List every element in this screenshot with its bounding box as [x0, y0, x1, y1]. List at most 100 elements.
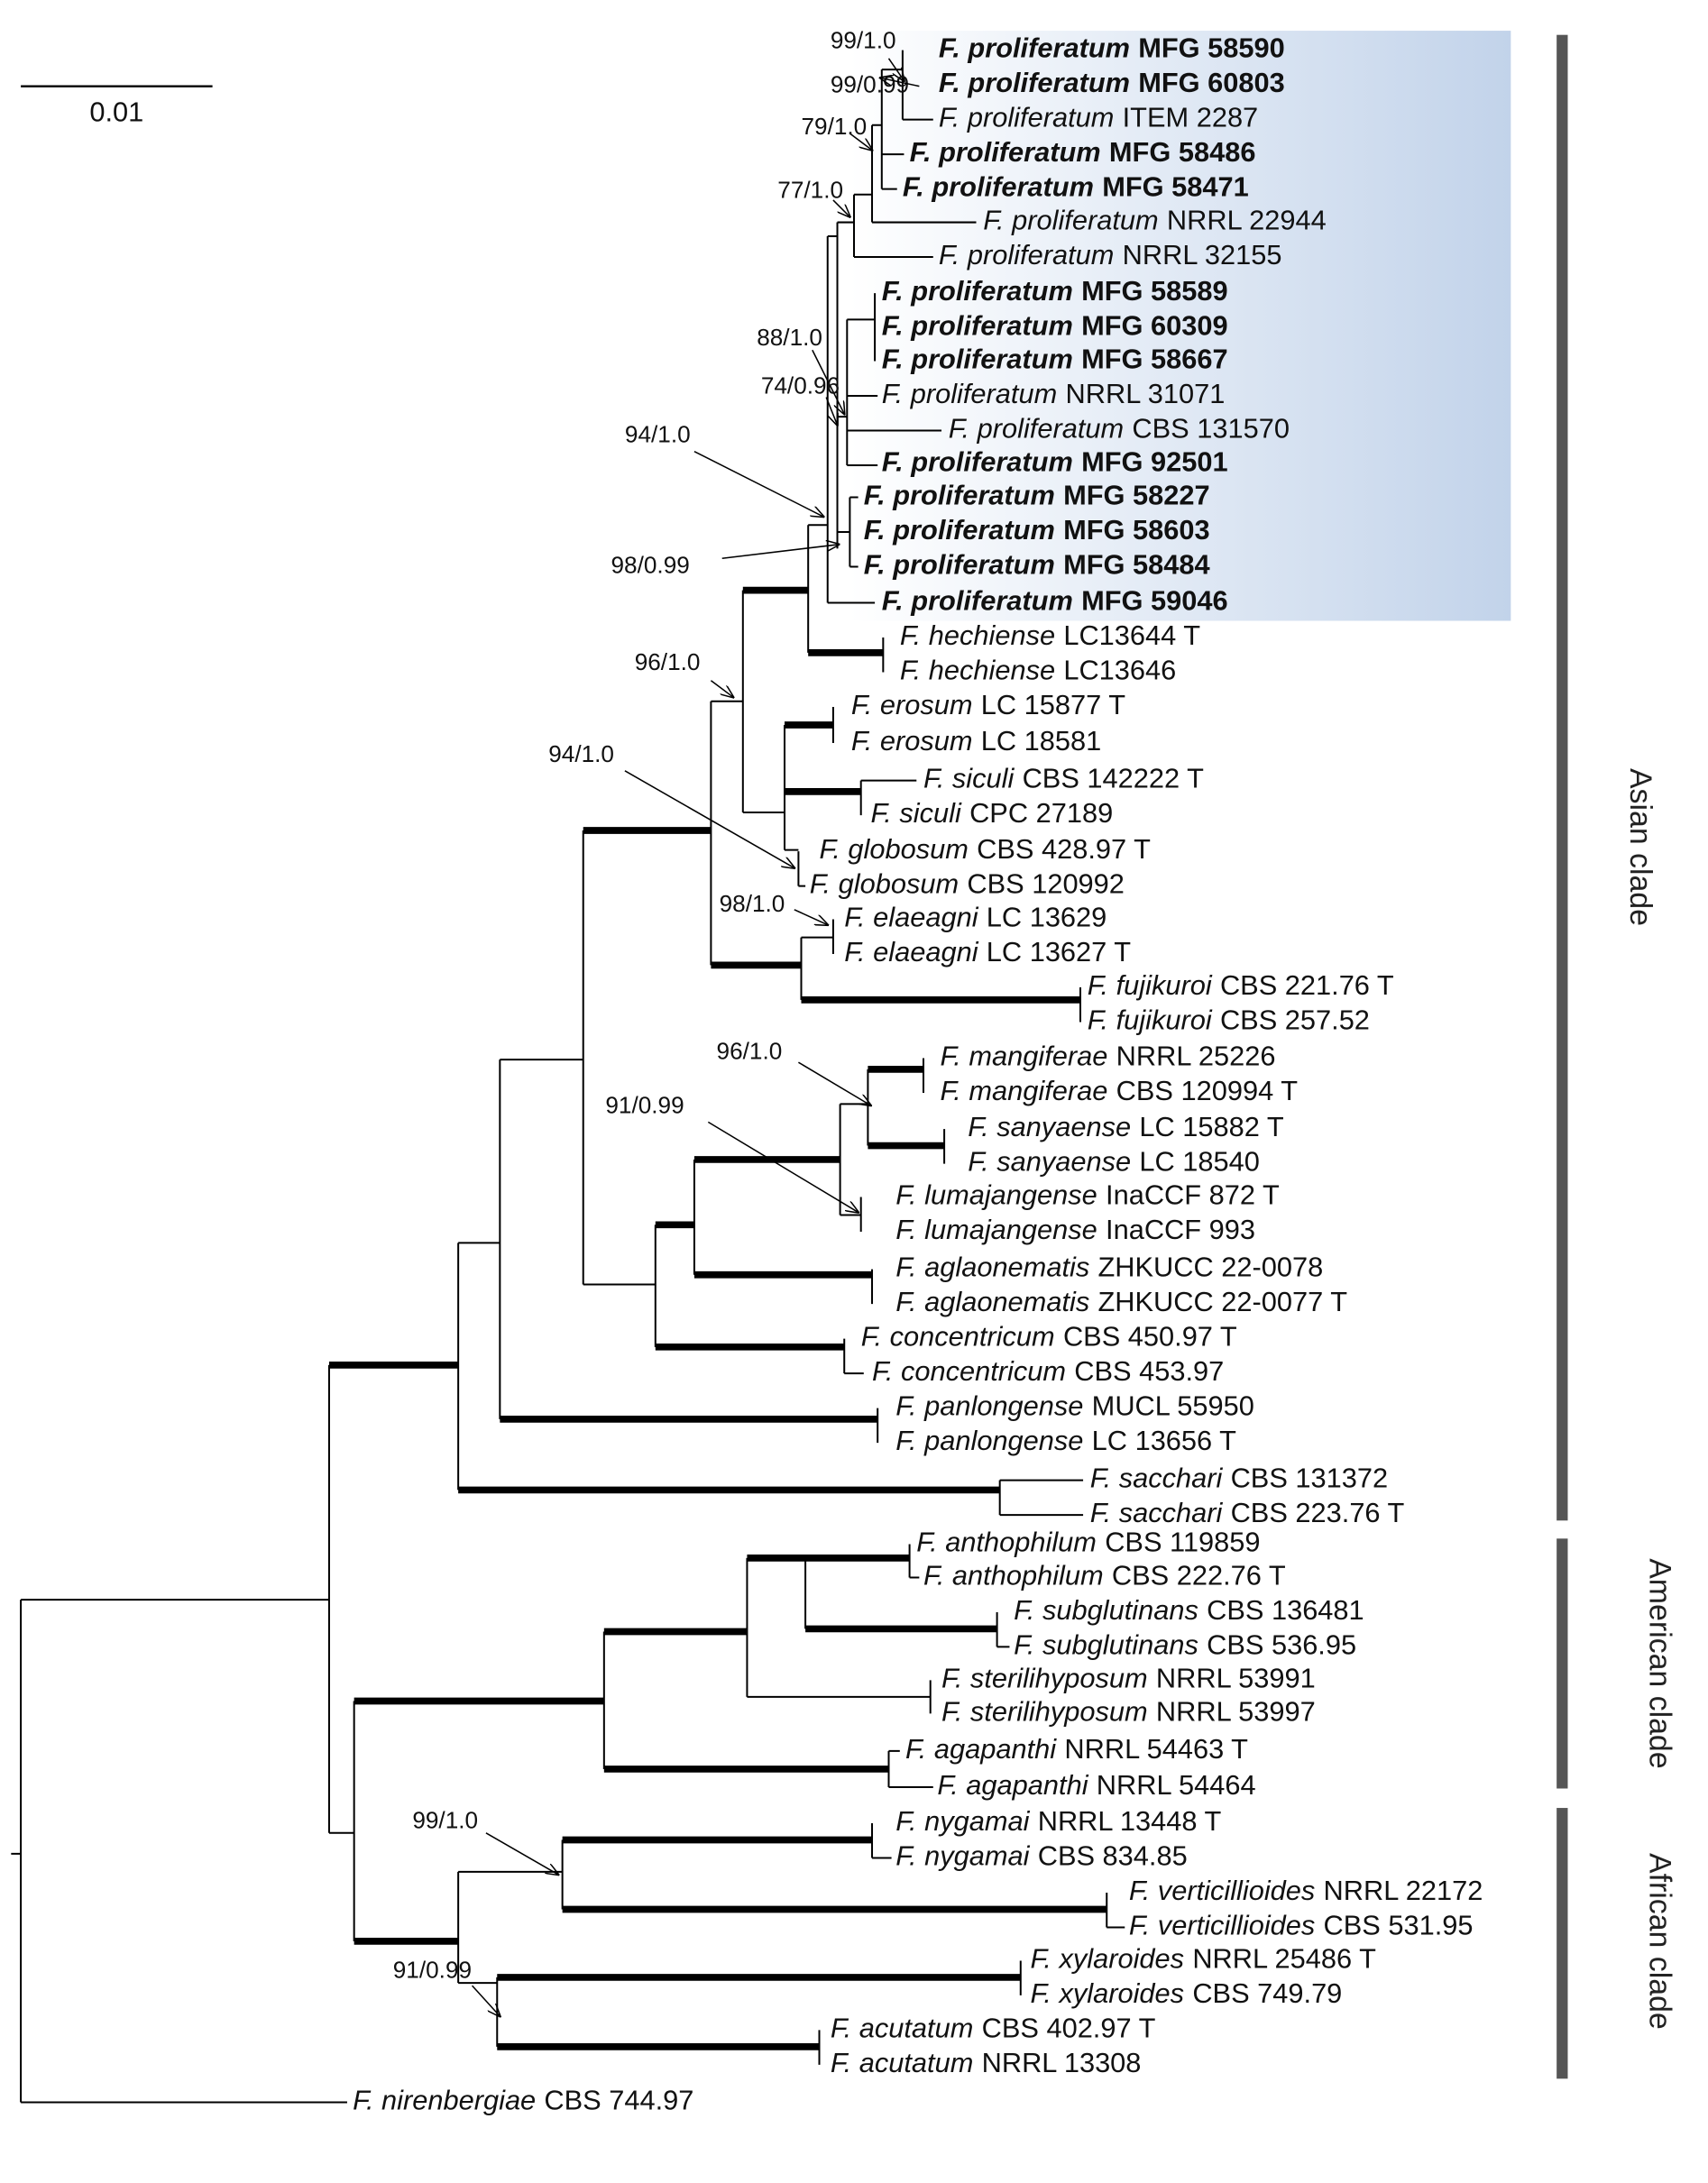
- species-name: F. proliferatum: [903, 171, 1094, 203]
- support-value: 74/0.96: [761, 372, 840, 399]
- strain-id: MFG 58667: [1081, 344, 1228, 375]
- species-name: F. proliferatum: [864, 549, 1055, 581]
- support-value: 79/1.0: [801, 113, 867, 140]
- species-name: F. proliferatum: [882, 310, 1073, 342]
- support-arrow: [710, 680, 733, 697]
- strain-id: CBS 119859: [1105, 1527, 1260, 1558]
- support-value: 99/0.99: [831, 71, 909, 98]
- leaf-label: F. subglutinans CBS 136481: [1014, 1594, 1364, 1626]
- leaf-label: F. anthophilum CBS 119859: [916, 1527, 1260, 1558]
- species-name: F. globosum: [810, 868, 959, 900]
- support-arrow: [825, 397, 837, 426]
- leaf-label: F. fujikuroi CBS 257.52: [1088, 1004, 1370, 1036]
- leaf-label: F. anthophilum CBS 222.76 T: [923, 1560, 1286, 1591]
- leaf-label: F. proliferatum MFG 58667: [882, 344, 1228, 375]
- species-name: F. sanyaense: [968, 1146, 1131, 1178]
- strain-id: CPC 27189: [969, 797, 1113, 829]
- species-name: F. sacchari: [1090, 1497, 1224, 1528]
- support-value: 98/1.0: [720, 890, 785, 917]
- species-name: F. mangiferae: [940, 1041, 1107, 1072]
- support-arrow: [471, 1985, 500, 2016]
- strain-id: MFG 58484: [1063, 549, 1210, 581]
- clade-label: Asian clade: [1623, 768, 1657, 926]
- support-arrow: [485, 1832, 558, 1875]
- species-name: F. concentricum: [872, 1355, 1066, 1387]
- leaf-label: F. globosum CBS 120992: [810, 868, 1125, 900]
- leaf-label: F. sterilihyposum NRRL 53997: [941, 1695, 1316, 1727]
- leaf-label: F. proliferatum MFG 58590: [939, 32, 1285, 64]
- strain-id: ZHKUCC 22-0078: [1097, 1252, 1323, 1283]
- support-arrow: [849, 133, 872, 150]
- support-value: 77/1.0: [777, 177, 843, 204]
- strain-id: NRRL 13308: [982, 2047, 1142, 2078]
- support-arrow: [812, 349, 844, 414]
- support-value: 98/0.99: [611, 551, 690, 578]
- support-arrow: [707, 1121, 858, 1212]
- species-name: F. proliferatum: [949, 413, 1124, 445]
- leaf-label: F. proliferatum NRRL 32155: [939, 239, 1282, 271]
- leaf-label: F. sanyaense LC 18540: [968, 1146, 1260, 1178]
- strain-id: ZHKUCC 22-0077 T: [1097, 1286, 1347, 1317]
- strain-id: MFG 60803: [1138, 67, 1285, 98]
- species-name: F. elaeagni: [844, 936, 978, 968]
- leaf-label: F. nygamai CBS 834.85: [895, 1840, 1188, 1872]
- strain-id: CBS 453.97: [1074, 1355, 1224, 1387]
- strain-id: LC13646: [1063, 655, 1176, 686]
- leaf-label: F. sanyaense LC 15882 T: [968, 1111, 1284, 1142]
- leaf-label: F. proliferatum MFG 60309: [882, 310, 1228, 342]
- leaf-label: F. proliferatum ITEM 2287: [939, 102, 1258, 133]
- leaf-label: F. panlongense LC 13656 T: [895, 1425, 1236, 1456]
- leaf-label: F. verticillioides NRRL 22172: [1129, 1875, 1483, 1906]
- species-name: F. concentricum: [861, 1321, 1055, 1353]
- strain-id: MFG 58471: [1102, 171, 1249, 203]
- leaf-label: F. panlongense MUCL 55950: [895, 1390, 1254, 1422]
- strain-id: MFG 58486: [1109, 136, 1256, 168]
- strain-id: MFG 58590: [1138, 32, 1285, 64]
- species-name: F. sacchari: [1090, 1463, 1224, 1494]
- highlight-box: [849, 31, 1511, 621]
- strain-id: CBS 120994 T: [1116, 1075, 1299, 1106]
- clade-bar: [1556, 1808, 1568, 2079]
- species-name: F. nirenbergiae: [353, 2085, 536, 2116]
- species-name: F. subglutinans: [1014, 1629, 1198, 1661]
- leaf-label: F. proliferatum MFG 58484: [864, 549, 1210, 581]
- clade-bar: [1556, 1538, 1568, 1789]
- species-name: F. verticillioides: [1129, 1875, 1315, 1906]
- strain-id: CBS 428.97 T: [977, 833, 1151, 865]
- support-value: 88/1.0: [757, 324, 822, 351]
- leaf-label: F. lumajangense InaCCF 993: [895, 1214, 1255, 1245]
- leaf-label: F. aglaonematis ZHKUCC 22-0077 T: [895, 1286, 1347, 1317]
- species-name: F. siculi: [923, 763, 1015, 794]
- strain-id: LC13644 T: [1063, 619, 1200, 651]
- species-name: F. proliferatum: [882, 585, 1073, 617]
- species-name: F. elaeagni: [844, 902, 978, 933]
- strain-id: CBS 749.79: [1192, 1977, 1342, 2009]
- leaf-label: F. acutatum CBS 402.97 T: [831, 2013, 1156, 2044]
- leaf-label: F. subglutinans CBS 536.95: [1014, 1629, 1356, 1661]
- species-name: F. proliferatum: [882, 344, 1073, 375]
- supported-branches: [328, 586, 1107, 2050]
- species-name: F. verticillioides: [1129, 1910, 1315, 1941]
- species-name: F. subglutinans: [1014, 1594, 1198, 1626]
- strain-id: NRRL 22944: [1167, 205, 1327, 236]
- support-arrow: [880, 78, 920, 87]
- species-name: F. sterilihyposum: [941, 1663, 1148, 1694]
- support-value: 94/1.0: [548, 740, 614, 767]
- strain-id: CBS 142222 T: [1023, 763, 1205, 794]
- species-name: F. siculi: [870, 797, 962, 829]
- leaf-label: F. aglaonematis ZHKUCC 22-0078: [895, 1252, 1323, 1283]
- species-name: F. fujikuroi: [1088, 1004, 1213, 1036]
- leaf-label: F. hechiense LC13644 T: [900, 619, 1200, 651]
- strain-id: CBS 536.95: [1207, 1629, 1356, 1661]
- leaf-label: F. xylaroides CBS 749.79: [1031, 1977, 1343, 2009]
- strain-id: MFG 59046: [1081, 585, 1228, 617]
- strain-id: CBS 131372: [1231, 1463, 1389, 1494]
- strain-id: LC 18581: [981, 725, 1101, 757]
- strain-id: LC 13627 T: [987, 936, 1131, 968]
- leaf-label: F. siculi CBS 142222 T: [923, 763, 1204, 794]
- strain-id: NRRL 32155: [1123, 239, 1282, 271]
- species-name: F. proliferatum: [882, 275, 1073, 307]
- species-name: F. agapanthi: [937, 1769, 1088, 1801]
- leaf-label: F. proliferatum MFG 58227: [864, 480, 1210, 511]
- strain-id: InaCCF 993: [1106, 1214, 1255, 1245]
